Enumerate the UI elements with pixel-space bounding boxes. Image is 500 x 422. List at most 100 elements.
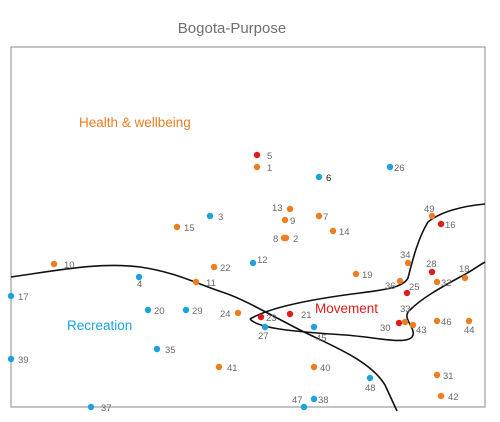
point-28: 28 <box>426 259 437 276</box>
point-21: 21 <box>286 310 312 321</box>
point-marker-44 <box>465 317 473 325</box>
point-label-21: 21 <box>301 310 312 321</box>
point-label-31: 31 <box>443 371 454 382</box>
point-marker-18 <box>461 274 469 282</box>
point-label-12: 12 <box>257 255 268 266</box>
region-label-recreation: Recreation <box>67 318 132 333</box>
point-marker-32 <box>433 278 441 286</box>
point-marker-10 <box>50 260 58 268</box>
point-7: 7 <box>315 212 328 223</box>
point-38: 38 <box>310 395 329 406</box>
point-label-6: 6 <box>326 173 331 184</box>
point-48: 48 <box>365 374 376 394</box>
point-22: 22 <box>210 263 231 274</box>
point-marker-17 <box>7 292 15 300</box>
point-marker-6 <box>315 173 323 181</box>
point-30: 30 <box>380 319 403 334</box>
point-16: 16 <box>437 220 456 231</box>
point-label-34: 34 <box>400 250 411 261</box>
point-label-44: 44 <box>464 325 475 336</box>
point-37: 37 <box>87 403 112 414</box>
point-marker-26 <box>386 163 394 171</box>
point-label-22: 22 <box>220 263 231 274</box>
point-marker-46 <box>433 317 441 325</box>
point-9: 9 <box>281 216 295 227</box>
point-marker-48 <box>366 374 374 382</box>
point-marker-45 <box>310 323 318 331</box>
point-marker-15 <box>173 223 181 231</box>
point-label-23: 23 <box>266 313 277 324</box>
point-label-28: 28 <box>426 259 437 270</box>
point-label-27: 27 <box>258 331 269 342</box>
point-label-19: 19 <box>362 270 373 281</box>
point-42: 42 <box>437 392 459 403</box>
point-marker-13 <box>286 205 294 213</box>
point-label-11: 11 <box>206 278 216 289</box>
point-label-13: 13 <box>272 203 283 214</box>
point-marker-24 <box>234 309 242 317</box>
point-label-9: 9 <box>290 216 295 227</box>
point-label-45: 45 <box>316 333 327 344</box>
point-34: 34 <box>400 250 412 267</box>
point-36: 36 <box>385 277 404 292</box>
point-label-36: 36 <box>385 281 396 292</box>
point-44: 44 <box>464 317 475 336</box>
point-12: 12 <box>249 255 268 267</box>
point-label-49: 49 <box>424 204 435 215</box>
point-39: 39 <box>7 355 29 366</box>
point-46: 46 <box>433 317 452 328</box>
point-label-35: 35 <box>165 345 176 356</box>
point-label-39: 39 <box>18 355 29 366</box>
point-label-46: 46 <box>441 317 452 328</box>
point-label-43: 43 <box>416 325 427 336</box>
point-marker-35 <box>153 345 161 353</box>
point-marker-28 <box>428 268 436 276</box>
point-label-20: 20 <box>154 306 165 317</box>
point-marker-29 <box>182 306 190 314</box>
point-23: 23 <box>257 313 277 324</box>
point-35: 35 <box>153 345 176 356</box>
point-label-40: 40 <box>320 363 331 374</box>
region-label-movement: Movement <box>315 301 378 316</box>
point-47: 47 <box>292 395 308 411</box>
point-11: 11 <box>192 278 216 289</box>
point-label-26: 26 <box>394 163 405 174</box>
point-marker-12 <box>249 259 257 267</box>
point-marker-43 <box>409 321 417 329</box>
point-43: 43 <box>409 321 427 336</box>
point-label-32: 32 <box>441 278 452 289</box>
point-19: 19 <box>352 270 373 281</box>
point-label-29: 29 <box>192 306 203 317</box>
point-14: 14 <box>329 227 350 238</box>
point-marker-49 <box>428 212 436 220</box>
point-marker-16 <box>437 220 445 228</box>
boundary-curve-movement <box>249 261 486 342</box>
point-marker-9 <box>281 216 289 224</box>
point-label-33: 33 <box>400 304 411 315</box>
point-label-14: 14 <box>339 227 350 238</box>
point-29: 29 <box>182 306 203 317</box>
point-32: 32 <box>433 278 452 289</box>
point-label-8: 8 <box>273 234 278 245</box>
point-label-38: 38 <box>318 395 329 406</box>
point-marker-11 <box>192 278 200 286</box>
point-marker-8 <box>280 234 288 242</box>
point-label-3: 3 <box>218 212 223 223</box>
point-marker-4 <box>135 273 143 281</box>
point-marker-41 <box>215 363 223 371</box>
point-label-41: 41 <box>227 363 238 374</box>
point-label-18: 18 <box>459 264 470 275</box>
point-41: 41 <box>215 363 238 374</box>
point-label-17: 17 <box>18 292 29 303</box>
point-marker-33 <box>401 318 409 326</box>
point-25: 25 <box>403 282 420 297</box>
point-31: 31 <box>433 371 454 382</box>
point-label-4: 4 <box>137 279 142 290</box>
point-marker-47 <box>300 403 308 411</box>
point-label-30: 30 <box>380 323 391 334</box>
point-marker-37 <box>87 403 95 411</box>
point-marker-7 <box>315 212 323 220</box>
point-label-16: 16 <box>445 220 456 231</box>
